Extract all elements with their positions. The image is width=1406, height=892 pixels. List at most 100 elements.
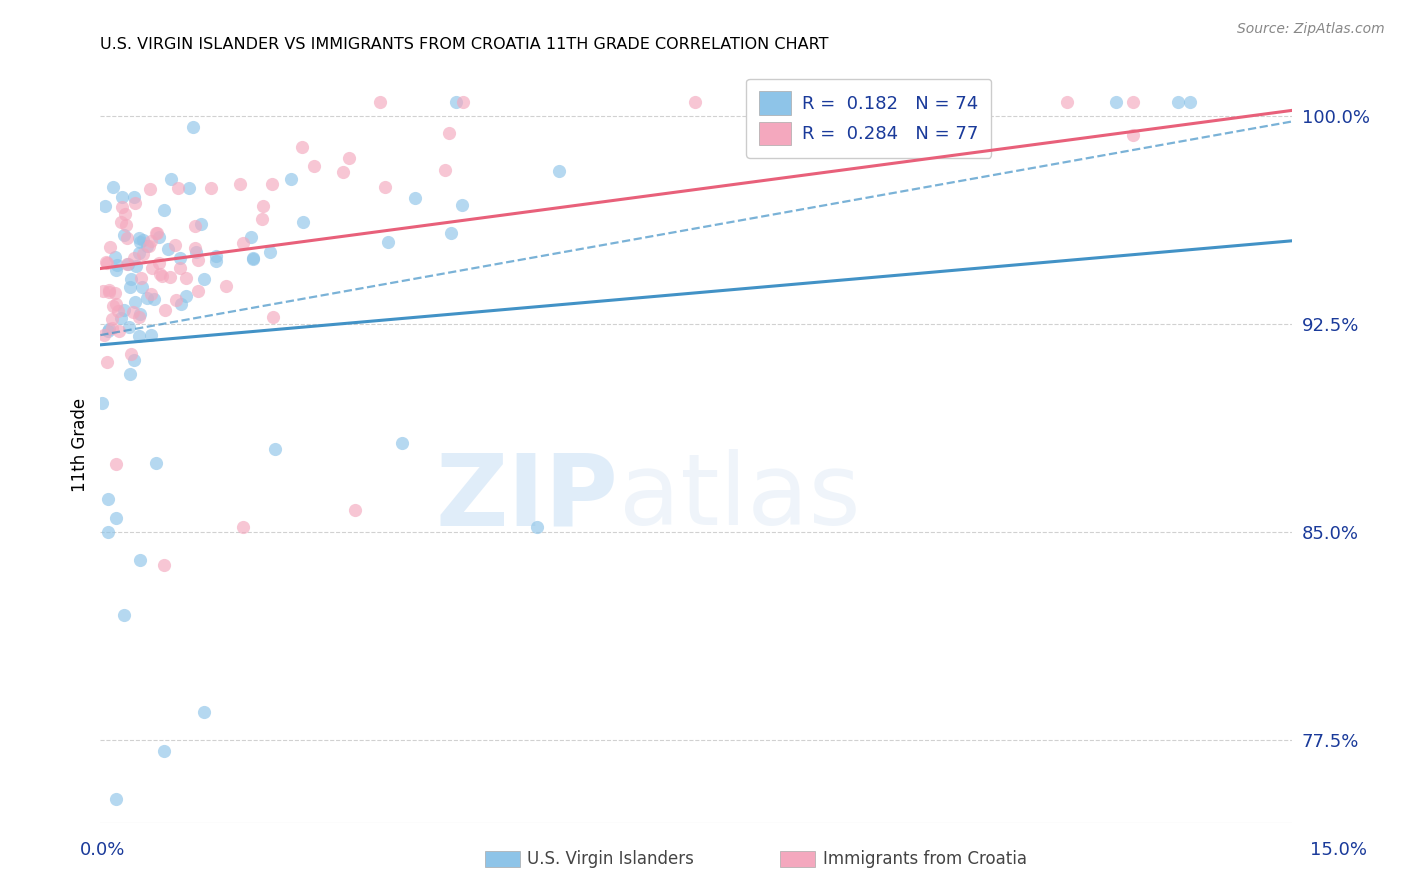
Point bbox=[169, 260, 191, 275]
Point bbox=[450, 197, 472, 211]
Point bbox=[131, 279, 153, 293]
Point bbox=[183, 120, 205, 135]
Point bbox=[125, 259, 148, 273]
Point bbox=[184, 241, 207, 255]
Point bbox=[112, 302, 135, 317]
Point bbox=[107, 304, 129, 318]
Point bbox=[104, 263, 127, 277]
Point bbox=[153, 744, 176, 758]
Point bbox=[683, 95, 706, 109]
Point bbox=[159, 172, 181, 186]
Point bbox=[118, 320, 141, 334]
Point bbox=[101, 321, 124, 335]
Point bbox=[453, 95, 475, 109]
Point bbox=[129, 235, 152, 249]
Point bbox=[111, 190, 134, 204]
Point bbox=[778, 95, 800, 109]
Point bbox=[165, 293, 187, 308]
Point bbox=[391, 436, 413, 450]
Point bbox=[302, 159, 325, 173]
Point bbox=[232, 519, 254, 533]
Point bbox=[440, 227, 463, 241]
Point bbox=[97, 324, 120, 338]
Point bbox=[377, 235, 399, 249]
Point bbox=[93, 199, 115, 213]
Point bbox=[114, 207, 136, 221]
Point bbox=[98, 283, 121, 297]
Point bbox=[129, 553, 152, 567]
Point bbox=[157, 243, 180, 257]
Point bbox=[229, 178, 252, 192]
Point bbox=[103, 299, 125, 313]
Text: Immigrants from Croatia: Immigrants from Croatia bbox=[823, 850, 1026, 868]
Point bbox=[117, 257, 139, 271]
Point bbox=[101, 312, 124, 326]
Point bbox=[193, 706, 215, 720]
Point bbox=[291, 215, 314, 229]
Point bbox=[187, 252, 209, 267]
Point bbox=[122, 251, 145, 265]
Legend: R =  0.182   N = 74, R =  0.284   N = 77: R = 0.182 N = 74, R = 0.284 N = 77 bbox=[747, 78, 991, 158]
Point bbox=[98, 285, 121, 300]
Point bbox=[108, 324, 131, 338]
Y-axis label: 11th Grade: 11th Grade bbox=[72, 398, 89, 491]
Point bbox=[260, 178, 283, 192]
Point bbox=[446, 95, 468, 109]
Point bbox=[112, 227, 135, 242]
Point bbox=[139, 235, 162, 249]
Point bbox=[122, 190, 145, 204]
Point bbox=[122, 304, 145, 318]
Point bbox=[368, 95, 391, 109]
Point bbox=[239, 230, 262, 244]
Point bbox=[153, 203, 176, 218]
Point bbox=[98, 240, 121, 254]
Point bbox=[128, 231, 150, 245]
Point bbox=[184, 219, 207, 233]
Point bbox=[1180, 95, 1202, 109]
Point bbox=[104, 297, 127, 311]
Point bbox=[128, 310, 150, 324]
Point bbox=[190, 217, 212, 231]
Point bbox=[242, 252, 264, 266]
Point bbox=[252, 199, 274, 213]
Text: atlas: atlas bbox=[619, 450, 860, 546]
Point bbox=[118, 279, 141, 293]
Point bbox=[110, 310, 132, 325]
Point bbox=[343, 503, 366, 517]
Point bbox=[163, 238, 186, 252]
Point bbox=[205, 250, 228, 264]
Point bbox=[120, 347, 142, 361]
Point bbox=[1122, 128, 1144, 143]
Point bbox=[291, 140, 314, 154]
Point bbox=[105, 791, 128, 805]
Point bbox=[184, 244, 207, 259]
Text: U.S. Virgin Islanders: U.S. Virgin Islanders bbox=[527, 850, 695, 868]
Point bbox=[149, 267, 172, 281]
Point bbox=[96, 256, 118, 270]
Point bbox=[139, 328, 162, 343]
Point bbox=[242, 251, 264, 265]
Point bbox=[264, 442, 287, 456]
Point bbox=[141, 260, 163, 275]
Point bbox=[250, 211, 273, 226]
Point bbox=[112, 608, 135, 623]
Point bbox=[115, 231, 138, 245]
Text: 15.0%: 15.0% bbox=[1310, 840, 1367, 858]
Point bbox=[128, 246, 150, 260]
Point bbox=[115, 218, 138, 232]
Point bbox=[200, 180, 222, 194]
Point bbox=[167, 181, 190, 195]
Point bbox=[1056, 95, 1078, 109]
Point bbox=[145, 226, 167, 240]
Point bbox=[148, 256, 170, 270]
Point bbox=[404, 191, 426, 205]
Point bbox=[337, 151, 360, 165]
Point bbox=[153, 558, 176, 573]
Text: ZIP: ZIP bbox=[436, 450, 619, 546]
Point bbox=[215, 278, 238, 293]
Point bbox=[98, 321, 121, 335]
Point bbox=[205, 254, 228, 268]
Point bbox=[136, 238, 159, 252]
Point bbox=[104, 250, 127, 264]
Point bbox=[193, 272, 215, 286]
